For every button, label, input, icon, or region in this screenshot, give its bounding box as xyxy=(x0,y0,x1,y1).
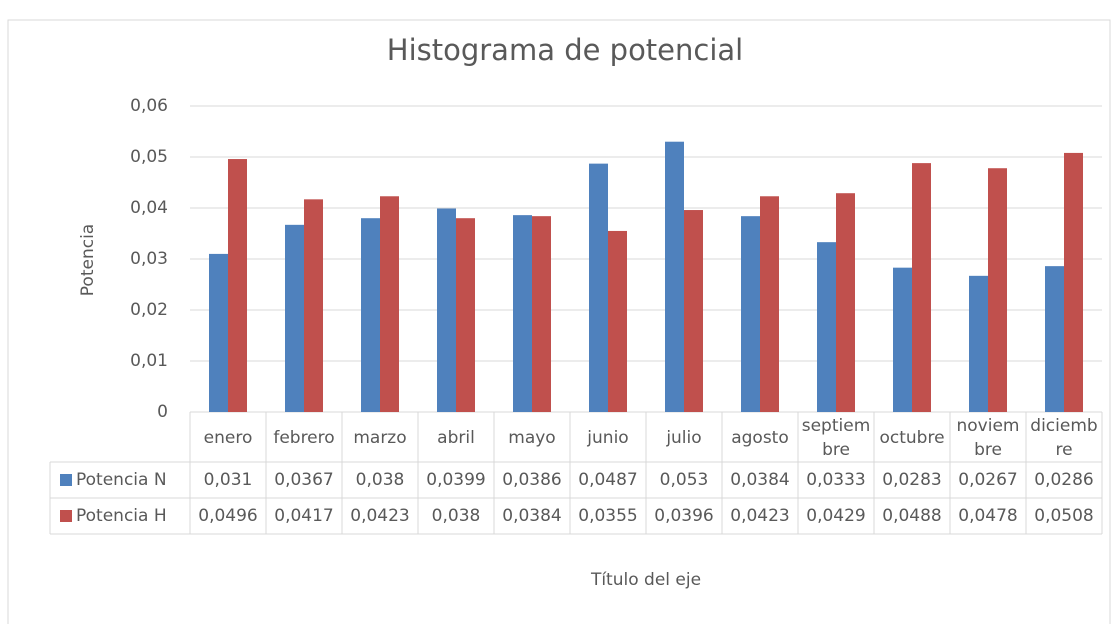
y-axis-title: Potencia xyxy=(78,224,98,296)
table-value: 0,0386 xyxy=(502,470,561,490)
table-value: 0,038 xyxy=(432,506,481,526)
legend-swatch xyxy=(60,474,72,486)
x-tick-cell: mayo xyxy=(508,428,556,448)
table-value: 0,0423 xyxy=(730,506,789,526)
y-tick-label: 0 xyxy=(157,402,168,422)
bar xyxy=(437,208,456,412)
x-tick-label: marzo xyxy=(353,428,407,448)
x-tick-label: septiembre xyxy=(801,416,871,460)
bar xyxy=(817,242,836,412)
x-tick-label: febrero xyxy=(273,428,335,448)
bar xyxy=(361,218,380,412)
bar xyxy=(988,168,1007,412)
bar xyxy=(760,196,779,412)
table-value: 0,0286 xyxy=(1034,470,1093,490)
bar xyxy=(228,159,247,412)
bar xyxy=(304,199,323,412)
bar xyxy=(589,163,608,412)
table-value: 0,0384 xyxy=(502,506,561,526)
bar xyxy=(608,230,627,412)
table-value: 0,0478 xyxy=(958,506,1017,526)
y-tick-label: 0,05 xyxy=(130,147,168,167)
legend-swatch xyxy=(60,510,72,522)
y-tick-label: 0,06 xyxy=(130,96,168,116)
table-value: 0,0396 xyxy=(654,506,713,526)
bar xyxy=(684,210,703,412)
bar xyxy=(1045,266,1064,412)
x-tick-cell: agosto xyxy=(731,428,789,448)
table-value: 0,0399 xyxy=(426,470,485,490)
bar xyxy=(513,215,532,412)
table-value: 0,053 xyxy=(660,470,709,490)
table-value: 0,0496 xyxy=(198,506,257,526)
bar xyxy=(209,253,228,412)
x-tick-cell: julio xyxy=(666,428,702,448)
x-tick-cell: febrero xyxy=(273,428,335,448)
legend-label: Potencia H xyxy=(76,506,167,526)
bar xyxy=(665,141,684,412)
table-value: 0,0429 xyxy=(806,506,865,526)
table-value: 0,0508 xyxy=(1034,506,1093,526)
chart-title: Histograma de potencial xyxy=(387,33,743,67)
table-value: 0,038 xyxy=(356,470,405,490)
legend-label: Potencia N xyxy=(76,470,167,490)
x-tick-label: abril xyxy=(437,428,475,448)
x-tick-label: agosto xyxy=(731,428,789,448)
x-tick-label: noviembre xyxy=(956,416,1020,460)
x-tick-label: junio xyxy=(587,428,629,448)
table-value: 0,0487 xyxy=(578,470,637,490)
x-tick-cell: octubre xyxy=(879,428,945,448)
bar xyxy=(380,196,399,412)
bar xyxy=(912,163,931,412)
x-tick-label: octubre xyxy=(879,428,945,448)
x-tick-label: diciembre xyxy=(1030,416,1098,460)
table-value: 0,0488 xyxy=(882,506,941,526)
y-tick-label: 0,03 xyxy=(130,249,168,269)
bar xyxy=(741,216,760,412)
y-tick-label: 0,04 xyxy=(130,198,168,218)
table-value: 0,0417 xyxy=(274,506,333,526)
table-value: 0,0355 xyxy=(578,506,637,526)
table-value: 0,0423 xyxy=(350,506,409,526)
x-tick-cell: abril xyxy=(437,428,475,448)
table-value: 0,0333 xyxy=(806,470,865,490)
bar xyxy=(456,218,475,412)
x-tick-label: julio xyxy=(666,428,702,448)
bar xyxy=(969,275,988,412)
y-tick-label: 0,02 xyxy=(130,300,168,320)
table-value: 0,0367 xyxy=(274,470,333,490)
table-value: 0,031 xyxy=(204,470,253,490)
x-axis-title: Título del eje xyxy=(590,570,701,590)
x-tick-cell: diciembre xyxy=(1030,416,1098,460)
x-tick-label: mayo xyxy=(508,428,556,448)
bar xyxy=(532,216,551,412)
table-value: 0,0283 xyxy=(882,470,941,490)
x-tick-cell: noviembre xyxy=(956,416,1020,460)
bar xyxy=(836,193,855,412)
y-tick-label: 0,01 xyxy=(130,351,168,371)
x-tick-cell: marzo xyxy=(353,428,407,448)
x-tick-cell: junio xyxy=(587,428,629,448)
x-tick-label: enero xyxy=(203,428,253,448)
x-tick-cell: enero xyxy=(203,428,253,448)
table-value: 0,0267 xyxy=(958,470,1017,490)
bar xyxy=(893,267,912,412)
bar xyxy=(1064,152,1083,413)
x-tick-cell: septiembre xyxy=(801,416,871,460)
table-value: 0,0384 xyxy=(730,470,789,490)
chart-frame xyxy=(7,19,1111,624)
bar xyxy=(285,224,304,412)
